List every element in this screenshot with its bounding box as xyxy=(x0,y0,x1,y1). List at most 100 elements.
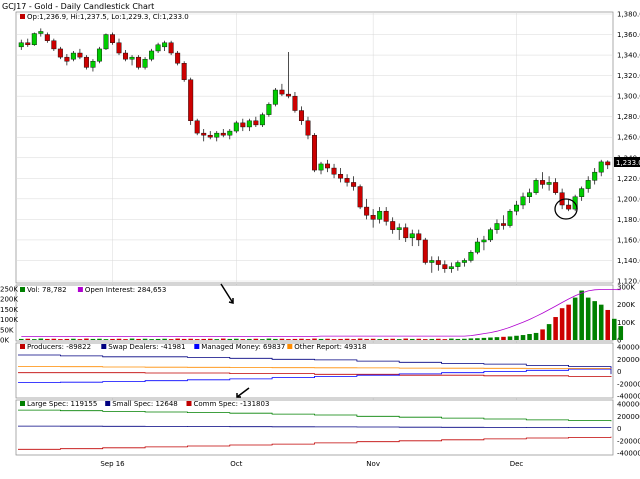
candle-body xyxy=(64,56,70,62)
candle xyxy=(168,40,174,56)
candle-body xyxy=(500,223,506,226)
volume-bar xyxy=(553,317,558,340)
candle xyxy=(83,55,89,70)
candle xyxy=(494,219,500,234)
candle xyxy=(129,55,135,66)
annotation-circle xyxy=(554,198,578,220)
candle xyxy=(429,256,435,273)
volume-left-tick-label: 200K xyxy=(0,296,18,304)
candle-body xyxy=(546,182,552,185)
legend-swatch xyxy=(101,344,107,349)
candle-body xyxy=(553,182,559,193)
candle xyxy=(175,50,181,66)
legend-label: Vol: 78,782 xyxy=(27,286,67,294)
cot-commercial-lines xyxy=(18,354,612,383)
volume-bar xyxy=(383,338,389,340)
volume-bar xyxy=(273,338,278,340)
price-tick-label: 1,340.0 xyxy=(617,52,640,60)
candle-body xyxy=(598,161,604,173)
candle-body xyxy=(533,180,539,193)
cot-commercial-panel-frame xyxy=(15,342,614,399)
volume-bar xyxy=(520,335,526,340)
legend-label: Swap Dealers: -41981 xyxy=(108,343,185,351)
candle xyxy=(136,55,142,70)
volume-bar xyxy=(116,338,122,340)
candle xyxy=(527,188,533,203)
candle-body xyxy=(51,40,57,50)
candle-body xyxy=(331,167,337,175)
candle xyxy=(579,186,585,201)
candle xyxy=(605,160,611,170)
volume-bar xyxy=(611,318,617,340)
volume-bar xyxy=(201,338,207,340)
legend-swatch xyxy=(77,287,83,292)
candle-body xyxy=(90,61,96,68)
volume-bar xyxy=(409,338,415,340)
volume-bar xyxy=(312,338,317,340)
candle xyxy=(533,178,539,195)
volume-tick-label: 300K xyxy=(617,284,635,292)
candle-body xyxy=(123,52,129,60)
candle-body xyxy=(116,42,122,54)
volume-bar xyxy=(331,339,337,340)
volume-bar xyxy=(155,338,161,340)
candle-body xyxy=(149,50,155,60)
volume-panel-frame xyxy=(15,284,614,342)
volume-bar xyxy=(449,338,454,340)
volume-bar xyxy=(488,337,493,340)
candle xyxy=(25,38,31,47)
candle xyxy=(123,49,129,62)
candle-body xyxy=(292,95,298,111)
volume-bar xyxy=(103,339,109,340)
legend-swatch xyxy=(186,401,192,406)
legend-swatch xyxy=(194,344,200,349)
price-panel: 1,120.0 1,140.0 1,160.0 1,180.0 1,200.0 1,220… xyxy=(15,11,640,455)
candle-body xyxy=(201,132,207,136)
candle-body xyxy=(455,262,461,267)
candle-body xyxy=(520,196,526,206)
candle xyxy=(403,223,409,242)
candle xyxy=(142,57,148,70)
candle xyxy=(298,106,304,125)
candle xyxy=(272,87,278,107)
candle xyxy=(468,250,474,263)
candle xyxy=(500,215,506,230)
volume-bar xyxy=(462,338,467,340)
candle-body xyxy=(351,182,357,187)
candle xyxy=(520,192,526,210)
cot-series-line xyxy=(18,409,612,422)
candle-body xyxy=(468,252,474,261)
candle-body xyxy=(77,52,83,58)
candle-body xyxy=(38,31,44,34)
volume-bar xyxy=(71,338,76,340)
volume-bar xyxy=(247,338,252,340)
cot-series-line xyxy=(18,366,612,369)
candle xyxy=(44,32,50,43)
candle-body xyxy=(429,260,435,263)
candle xyxy=(201,129,207,142)
candle xyxy=(246,118,252,132)
candle-body xyxy=(253,120,259,126)
candle xyxy=(110,32,115,45)
volume-bar xyxy=(533,332,539,340)
candle-body xyxy=(31,33,37,46)
candle-body xyxy=(585,180,591,189)
candle-body xyxy=(110,34,115,43)
candle xyxy=(435,256,441,271)
ohlc-legend: Op:1,236.9, Hi:1,237.5, Lo:1,229.3, Cl:1… xyxy=(20,13,189,21)
candle xyxy=(155,42,161,54)
candle-body xyxy=(461,260,467,263)
candle xyxy=(487,227,493,242)
candle-body xyxy=(527,192,533,197)
candle-body xyxy=(155,44,161,52)
volume-left-tick-label: 250K xyxy=(0,286,18,294)
volume-bar xyxy=(175,338,180,340)
volume-bar xyxy=(123,339,128,340)
cot-tick-label: 0 xyxy=(617,425,621,433)
volume-bar xyxy=(227,338,233,340)
legend-label: Comm Spec: -131803 xyxy=(194,400,270,408)
candle xyxy=(592,168,598,185)
candle-body xyxy=(25,42,31,46)
